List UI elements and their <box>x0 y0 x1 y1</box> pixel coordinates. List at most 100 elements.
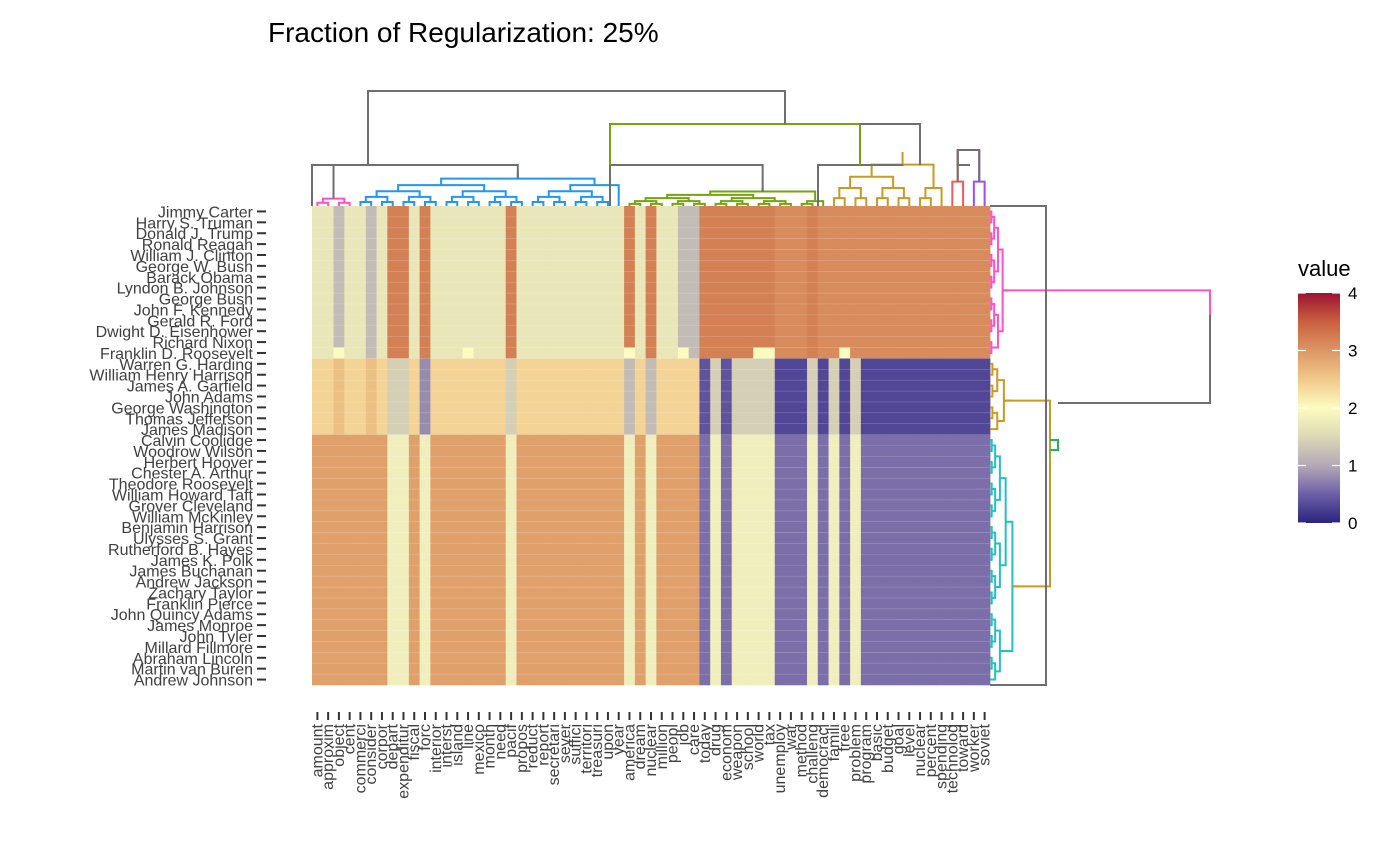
heatmap-cell <box>656 565 668 577</box>
heatmap-cell <box>462 325 474 337</box>
heatmap-cell <box>796 423 808 435</box>
heatmap-cell <box>731 674 743 686</box>
heatmap-cell <box>387 510 399 523</box>
heatmap-cell <box>333 478 345 490</box>
heatmap-cell <box>871 619 883 631</box>
heatmap-cell <box>882 358 894 370</box>
heatmap-cell <box>322 238 334 250</box>
heatmap-cell <box>538 499 550 512</box>
heatmap-cell <box>591 630 603 642</box>
heatmap-cell <box>677 510 690 523</box>
heatmap-cell <box>785 608 797 620</box>
heatmap-cell <box>656 303 668 316</box>
heatmap-cell <box>925 478 937 490</box>
heatmap-cell <box>753 434 765 446</box>
heatmap-cell <box>903 249 916 261</box>
heatmap-cell <box>430 423 442 435</box>
heatmap-cell <box>441 641 453 653</box>
heatmap-cell <box>581 565 593 577</box>
heatmap-cell <box>936 478 948 490</box>
heatmap-cell <box>807 489 819 501</box>
heatmap-cell <box>839 608 851 620</box>
heatmap-cell <box>667 674 679 686</box>
column-label: job <box>675 724 692 746</box>
heatmap-cell <box>494 489 507 501</box>
heatmap-cell <box>527 499 539 512</box>
heatmap-cell <box>882 391 894 403</box>
heatmap-cell <box>570 369 582 381</box>
heatmap-cell <box>494 619 507 631</box>
heatmap-cell <box>365 608 377 620</box>
heatmap-cell <box>365 565 377 577</box>
heatmap-cell <box>516 489 528 501</box>
heatmap-cell <box>677 456 690 468</box>
heatmap-cell <box>850 456 862 468</box>
heatmap-cell <box>613 587 625 599</box>
heatmap-cell <box>817 652 829 664</box>
heatmap-cell <box>946 554 959 566</box>
heatmap-cell <box>785 489 797 501</box>
heatmap-cell <box>581 489 593 501</box>
heatmap-cell <box>570 314 582 327</box>
heatmap-cell <box>613 347 625 359</box>
heatmap-cell <box>494 608 507 620</box>
heatmap-cell <box>796 401 808 414</box>
heatmap-cell <box>850 587 862 599</box>
heatmap-cell <box>667 619 679 631</box>
heatmap-cell <box>817 521 829 533</box>
heatmap-cell <box>882 434 894 446</box>
heatmap-cell <box>936 336 948 348</box>
heatmap-cell <box>753 587 765 599</box>
heatmap-cell <box>613 499 625 512</box>
heatmap-cell <box>312 249 324 261</box>
heatmap-cell <box>344 608 356 620</box>
heatmap-cell <box>312 565 324 577</box>
heatmap-cell <box>807 478 819 490</box>
heatmap-cell <box>441 521 453 533</box>
heatmap-cell <box>538 423 550 435</box>
heatmap-cell <box>753 521 765 533</box>
heatmap-cell <box>494 445 507 457</box>
heatmap-cell <box>850 227 862 239</box>
heatmap-cell <box>408 478 421 490</box>
heatmap-cell <box>419 227 431 239</box>
heatmap-cell <box>828 325 840 337</box>
heatmap-cell <box>494 282 507 294</box>
heatmap-cell <box>710 641 722 653</box>
heatmap-cell <box>581 478 593 490</box>
heatmap-cell <box>602 652 614 664</box>
heatmap-cell <box>484 445 496 457</box>
heatmap-cell <box>376 663 388 675</box>
heatmap-cell <box>839 358 851 370</box>
heatmap-cell <box>925 510 937 523</box>
heatmap-cell <box>408 282 421 294</box>
heatmap-cell <box>656 510 668 523</box>
heatmap-cell <box>968 423 980 435</box>
heatmap-cell <box>968 293 980 305</box>
heatmap-cell <box>494 303 507 316</box>
heatmap-cell <box>473 336 485 348</box>
heatmap-cell <box>408 445 421 457</box>
heatmap-cell <box>634 271 647 283</box>
heatmap-cell <box>333 521 345 533</box>
heatmap-cell <box>753 489 765 501</box>
heatmap-cell <box>774 652 786 664</box>
heatmap-cell <box>979 554 991 566</box>
heatmap-cell <box>828 412 840 425</box>
heatmap-cell <box>344 336 356 348</box>
heatmap-cell <box>548 380 560 392</box>
heatmap-cell <box>753 260 765 272</box>
heatmap-cell <box>807 630 819 642</box>
column-label: percent <box>923 723 940 777</box>
heatmap-cell <box>882 206 894 218</box>
heatmap-cell <box>903 293 916 305</box>
heatmap-cell <box>473 456 485 468</box>
heatmap-cell <box>538 510 550 523</box>
heatmap-cell <box>333 532 345 544</box>
heatmap-cell <box>774 565 786 577</box>
heatmap-cell <box>688 434 700 446</box>
heatmap-cell <box>355 325 367 337</box>
heatmap-cell <box>807 216 819 229</box>
heatmap-cell <box>451 608 464 620</box>
heatmap-cell <box>376 478 388 490</box>
